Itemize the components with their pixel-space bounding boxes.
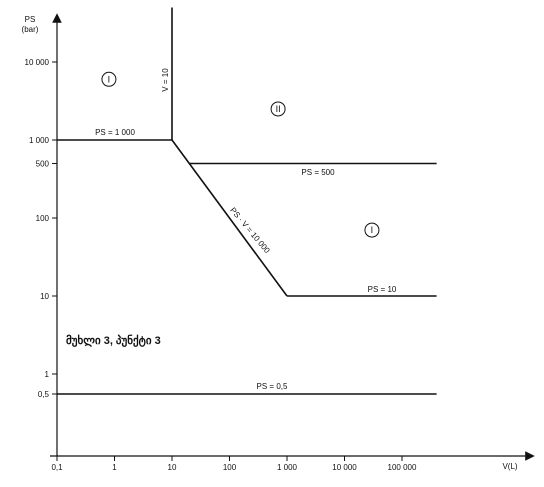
series-lines xyxy=(57,7,437,395)
region-marker-label: I xyxy=(108,74,111,84)
x-axis-title: V(L) xyxy=(502,462,517,471)
x-tick-label: 10 xyxy=(168,463,177,472)
x-tick-label: 1 000 xyxy=(277,463,298,472)
x-tick-label: 100 000 xyxy=(388,463,417,472)
region-marker-label: II xyxy=(276,104,281,114)
y-tick-label: 10 000 xyxy=(25,58,50,67)
series-label: V = 10 xyxy=(161,68,170,92)
region-marker-circle xyxy=(101,71,117,87)
series-line xyxy=(171,139,288,297)
series-label: PS = 0,5 xyxy=(257,382,288,391)
x-tick-label: 100 xyxy=(223,463,237,472)
series-label: PS = 10 xyxy=(368,285,397,294)
y-axis-title-line2: (bar) xyxy=(22,25,39,34)
y-tick-label: 100 xyxy=(36,214,50,223)
y-tick-label: 500 xyxy=(36,159,50,168)
x-tick-label: 10 000 xyxy=(332,463,357,472)
series-label: PS = 1 000 xyxy=(95,128,135,137)
region-marker-circle xyxy=(364,222,380,238)
x-ticks: 0,1 1 10 100 1 000 10 000 100 000 xyxy=(51,456,417,472)
y-tick-label: 0,5 xyxy=(38,390,50,399)
x-tick-label: 1 xyxy=(112,463,117,472)
y-tick-label: 10 xyxy=(40,292,49,301)
y-ticks: 0,5 1 10 100 500 1 000 10 000 xyxy=(25,58,57,399)
region-marker-circle xyxy=(270,101,286,117)
y-axis-title-line1: PS xyxy=(25,15,36,24)
series-label: PS = 500 xyxy=(301,168,335,177)
note-text: მუხლი 3, პუნქტი 3 xyxy=(66,334,161,347)
y-tick-label: 1 000 xyxy=(29,136,50,145)
region-marker-label: I xyxy=(371,225,374,235)
y-tick-label: 1 xyxy=(45,370,50,379)
series-label: PS · V = 10 000 xyxy=(228,206,272,256)
x-tick-label: 0,1 xyxy=(51,463,63,472)
